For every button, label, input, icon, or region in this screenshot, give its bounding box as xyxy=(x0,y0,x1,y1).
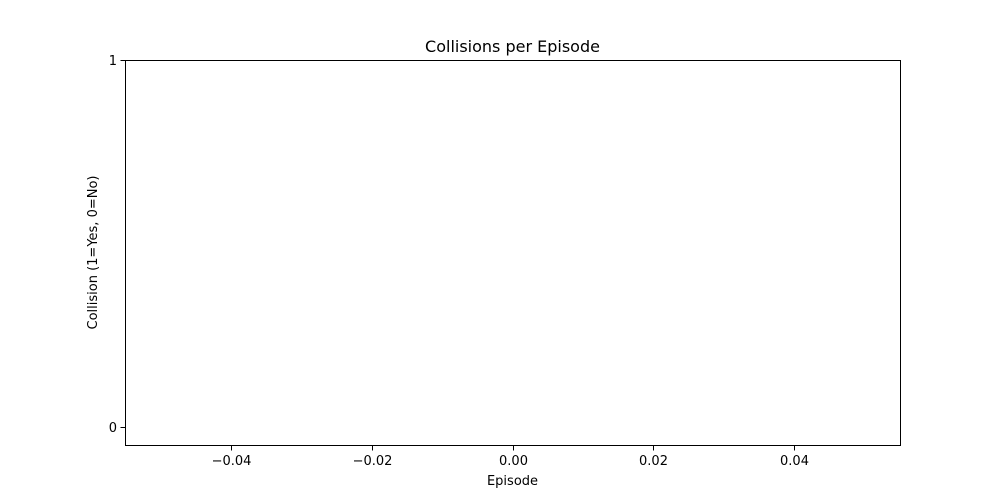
x-axis-ticks: −0.04 −0.02 0.00 0.02 0.04 xyxy=(212,445,809,469)
x-tick-label: 0.02 xyxy=(639,454,668,469)
y-axis-label: Collision (1=Yes, 0=No) xyxy=(86,176,101,330)
x-axis-label: Episode xyxy=(487,474,538,489)
chart-title: Collisions per Episode xyxy=(425,37,600,56)
x-tick-label: 0.00 xyxy=(499,454,528,469)
y-axis-ticks: 01 xyxy=(109,54,126,436)
y-tick-label: 0 xyxy=(109,421,117,436)
x-tick-label: −0.04 xyxy=(212,454,252,469)
x-tick-label: 0.04 xyxy=(780,454,809,469)
y-tick-label: 1 xyxy=(109,54,117,69)
x-tick-label: −0.02 xyxy=(353,454,393,469)
